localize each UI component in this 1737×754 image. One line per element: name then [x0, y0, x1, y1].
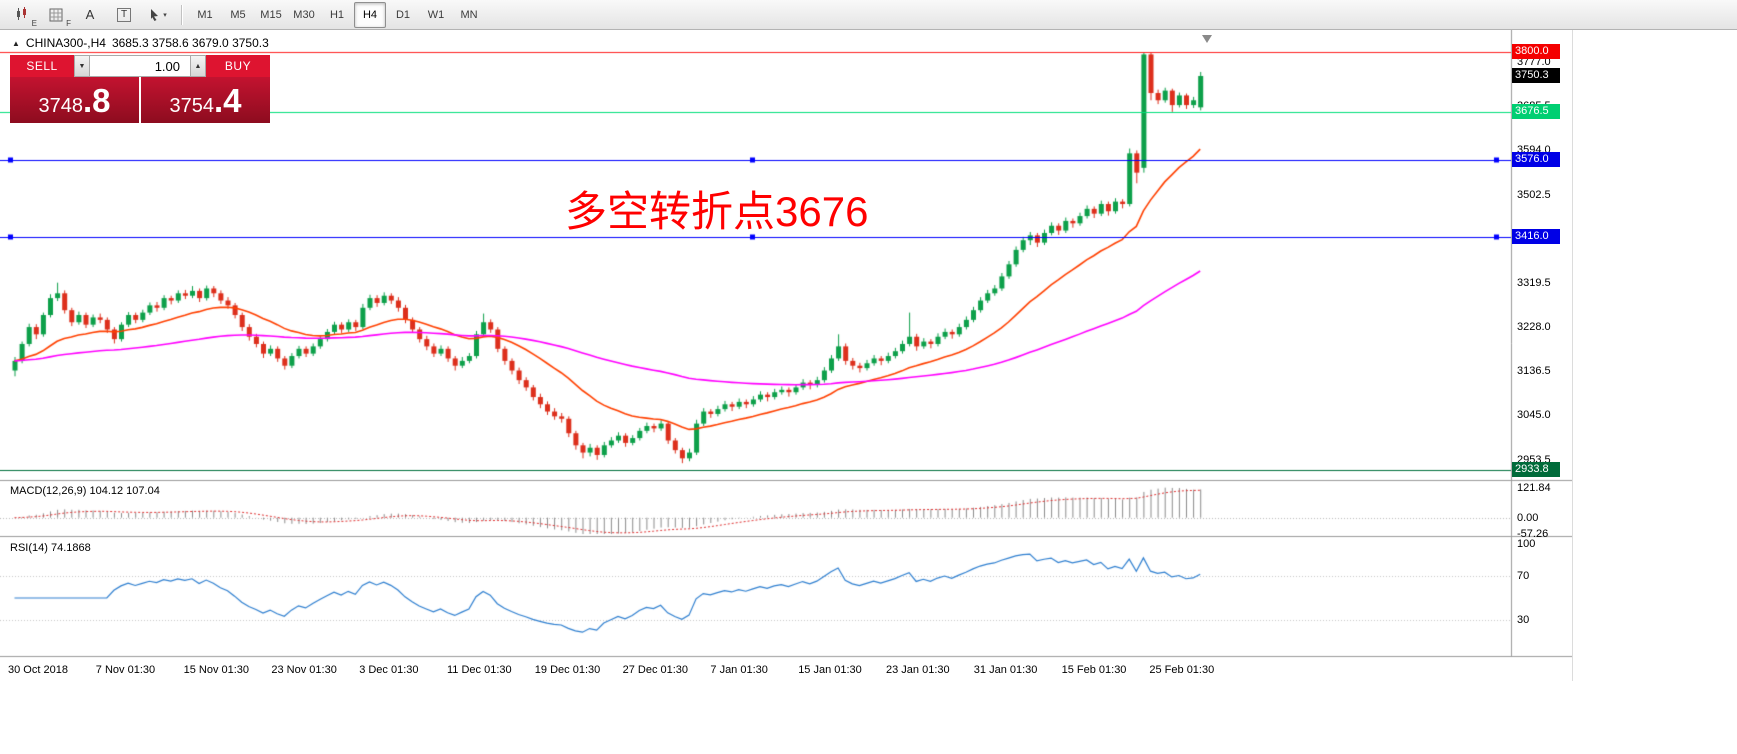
hline-price-label: 3676.5 — [1512, 103, 1560, 119]
rsi-axis-tick: 100 — [1517, 538, 1536, 550]
macd-indicator-label: MACD(12,26,9) 104.12 107.04 — [10, 485, 160, 497]
bid-price-box[interactable]: 3748 .8 — [10, 77, 139, 123]
candlestick-chart-icon — [16, 7, 26, 20]
text-box-tool-button[interactable]: T — [108, 2, 140, 28]
caret-down-icon: ▼ — [78, 62, 86, 70]
bid-price-int: 3748 — [38, 95, 83, 117]
rsi-indicator-label: RSI(14) 74.1868 — [10, 542, 91, 554]
text-box-icon: T — [116, 7, 132, 22]
grid-sub-label: F — [66, 18, 71, 28]
timeframe-w1[interactable]: W1 — [427, 8, 445, 21]
price-tick: 3777.0 — [1517, 56, 1551, 69]
timeframe-d1[interactable]: D1 — [395, 8, 411, 21]
time-axis[interactable]: 30 Oct 2018 7 Nov 01:30 15 Nov 01:30 23 Nov… — [0, 657, 1572, 681]
time-label: 15 Nov 01:30 — [183, 664, 250, 676]
templates-sub-label: E — [31, 18, 37, 28]
hline-price-label: 3416.0 — [1512, 229, 1560, 245]
timeframe-h4[interactable]: H4 — [354, 1, 386, 28]
buy-button[interactable]: BUY — [206, 55, 270, 77]
volume-up-button[interactable]: ▲ — [190, 55, 206, 77]
timeframe-m1[interactable]: M1 — [197, 8, 213, 21]
price-tick: 3228.0 — [1517, 321, 1551, 334]
one-click-trade-panel: SELL ▼ ▲ BUY 3748 .8 3754 .4 — [10, 55, 270, 123]
macd-axis-tick: -57.26 — [1517, 528, 1549, 540]
chart-canvas[interactable] — [0, 30, 1572, 754]
hline-price-label: 3800.0 — [1512, 44, 1560, 59]
bid-price-frac: .8 — [82, 82, 111, 119]
volume-down-button[interactable]: ▼ — [74, 55, 90, 77]
price-tick: 3136.5 — [1517, 365, 1551, 378]
current-price-label: 3750.3 — [1512, 67, 1560, 83]
ask-price-int: 3754 — [169, 95, 214, 117]
time-label: 23 Nov 01:30 — [271, 664, 337, 676]
macd-axis-tick: 0.00 — [1517, 511, 1539, 524]
time-label: 19 Dec 01:30 — [534, 664, 601, 676]
chart-shift-marker-icon[interactable] — [1202, 35, 1212, 43]
macd-axis-tick: 121.84 — [1517, 482, 1551, 494]
time-label: 3 Dec 01:30 — [359, 664, 419, 676]
grid-tool-button[interactable]: F — [40, 2, 72, 28]
chevron-down-icon: ▾ — [163, 11, 167, 19]
timeframe-mn[interactable]: MN — [460, 8, 478, 21]
hline-price-label: 2933.8 — [1512, 462, 1560, 478]
chart-window: ▲ CHINA300-,H4 3685.3 3758.6 3679.0 3750… — [0, 30, 1737, 754]
time-label: 27 Dec 01:30 — [622, 664, 689, 676]
collapse-arrow-icon[interactable]: ▲ — [12, 38, 20, 48]
ask-price-frac: .4 — [213, 82, 242, 119]
price-tick: 3319.5 — [1517, 276, 1551, 289]
time-label: 15 Feb 01:30 — [1061, 664, 1127, 676]
timeframe-h1[interactable]: H1 — [329, 8, 345, 21]
timeframe-m5[interactable]: M5 — [230, 8, 246, 21]
symbol-period-label: CHINA300-,H4 — [25, 36, 106, 50]
hline-price-label: 3576.0 — [1512, 152, 1560, 168]
grid-icon — [49, 8, 63, 21]
time-label: 15 Jan 01:30 — [798, 664, 862, 676]
time-label: 23 Jan 01:30 — [886, 664, 950, 676]
trade-panel-top-row: SELL ▼ ▲ BUY — [10, 55, 270, 77]
price-tick: 3045.0 — [1517, 409, 1551, 422]
rsi-axis-tick: 30 — [1517, 614, 1530, 627]
price-axis[interactable]: 3777.03685.53594.03502.53319.53228.03136… — [1512, 30, 1572, 681]
time-label: 11 Dec 01:30 — [447, 664, 512, 676]
ask-price-box[interactable]: 3754 .4 — [141, 77, 270, 123]
sell-button[interactable]: SELL — [10, 55, 74, 77]
timeframe-group: M1 M5 M15 M30 H1 H4 D1 W1 MN — [189, 1, 485, 28]
cursor-icon — [151, 9, 159, 21]
timeframe-m30[interactable]: M30 — [293, 8, 315, 21]
time-label: 7 Nov 01:30 — [95, 664, 156, 676]
trade-panel-price-row: 3748 .8 3754 .4 — [10, 77, 270, 123]
caret-up-icon: ▲ — [194, 62, 202, 70]
rsi-axis-tick: 70 — [1517, 569, 1530, 582]
time-label: 30 Oct 2018 — [8, 664, 68, 676]
price-tick: 3502.5 — [1517, 188, 1551, 201]
text-label-icon: A — [85, 7, 95, 22]
text-label-tool-button[interactable]: A — [74, 2, 106, 28]
time-label: 31 Jan 01:30 — [973, 664, 1038, 676]
toolbar: E F A T ▾ M1 M5 M15 M30 H1 H4 D1 W1 MN — [0, 0, 1737, 30]
right-gutter-divider — [1572, 30, 1573, 681]
cursor-tool-button[interactable]: ▾ — [142, 2, 174, 28]
ohlc-values: 3685.3 3758.6 3679.0 3750.3 — [111, 36, 269, 50]
time-label: 25 Feb 01:30 — [1149, 664, 1215, 676]
toolbar-separator — [181, 4, 182, 25]
time-label: 7 Jan 01:30 — [710, 664, 768, 676]
chart-text-annotation[interactable]: 多空转折点3676 — [565, 188, 869, 235]
chart-title: ▲ CHINA300-,H4 3685.3 3758.6 3679.0 3750… — [12, 36, 269, 50]
timeframe-m15[interactable]: M15 — [260, 8, 282, 21]
chart-templates-button[interactable]: E — [6, 2, 38, 28]
volume-input[interactable] — [90, 55, 190, 77]
